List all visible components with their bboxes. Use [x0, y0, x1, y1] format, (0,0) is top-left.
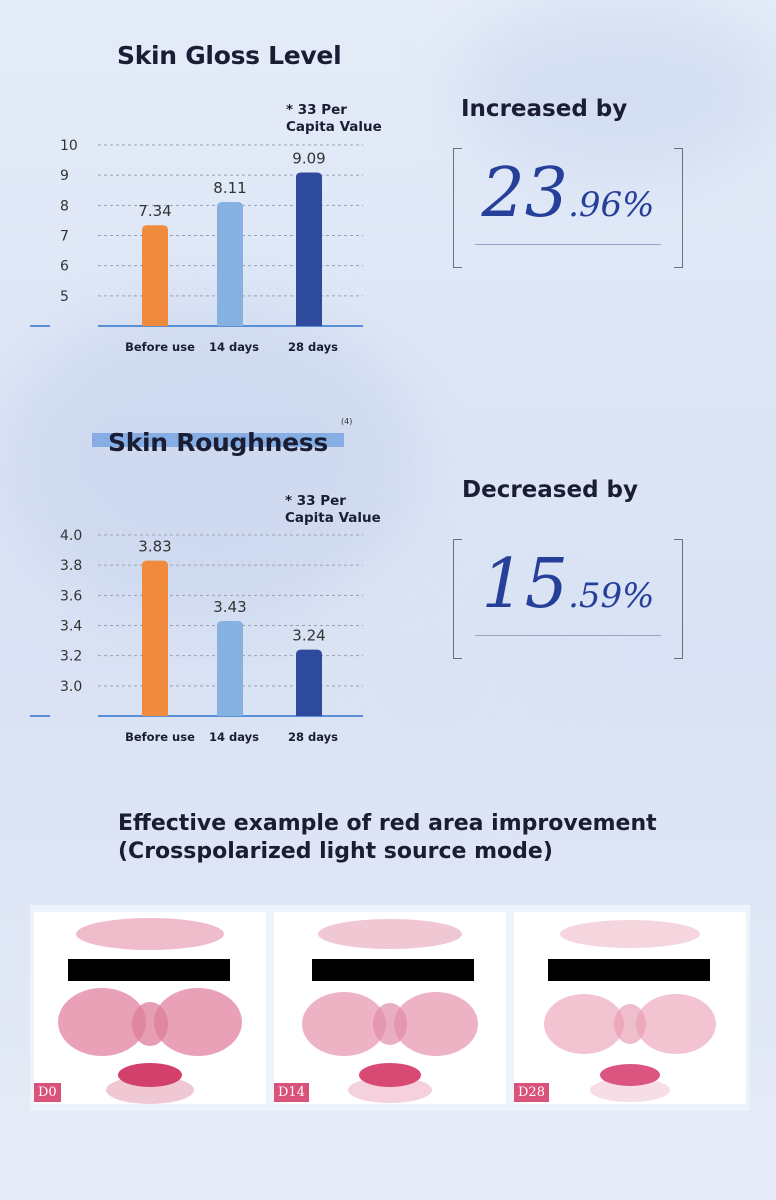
- bar: [142, 225, 168, 326]
- nose-redness: [132, 1002, 168, 1046]
- background-glow: [460, 0, 776, 180]
- face-redness-image: [58, 918, 242, 1104]
- roughness-title-highlight: [92, 433, 344, 447]
- gloss-bar-chart: 10 9 8 7 6 5 7.34 Before use 8.11 14 days 9.09 28 d…: [30, 138, 363, 354]
- forehead-redness: [318, 919, 462, 949]
- data-label: 3.83: [138, 538, 171, 556]
- x-tick-label: 14 days: [209, 730, 259, 744]
- privacy-bar: [68, 959, 230, 981]
- roughness-bar-chart: 4.0 3.8 3.6 3.4 3.2 3.0 3.83 Before use 3.43 14 d…: [30, 528, 363, 744]
- y-tick-label: 8: [60, 198, 69, 214]
- photo-label: D0: [34, 1083, 61, 1102]
- x-tick-label: Before use: [125, 340, 195, 354]
- y-tick-label: 9: [60, 168, 69, 184]
- callout-underline: [475, 635, 661, 636]
- bar: [296, 172, 322, 326]
- privacy-bar: [312, 959, 474, 981]
- forehead-redness: [76, 918, 224, 950]
- gloss-increase-value: 23.96%: [453, 154, 683, 233]
- y-tick-label: 7: [60, 229, 69, 245]
- data-label: 7.34: [138, 202, 171, 220]
- lips: [118, 1063, 182, 1087]
- example-title-line2: (Crosspolarized light source mode): [118, 839, 553, 864]
- right-cheek-redness: [154, 988, 242, 1056]
- gloss-callout-label: Increased by: [461, 96, 628, 122]
- example-title: Effective example of red area improvemen…: [118, 810, 657, 866]
- x-tick-label: 28 days: [288, 340, 338, 354]
- photo-label: D14: [274, 1083, 309, 1102]
- right-cheek-redness: [636, 994, 716, 1054]
- photo-label: D28: [514, 1083, 549, 1102]
- face-photo-d14: D14: [274, 912, 506, 1104]
- y-tick-label: 3.4: [60, 619, 82, 635]
- gloss-callout-box: 23.96%: [453, 148, 683, 268]
- right-bracket: [674, 539, 683, 659]
- right-bracket: [674, 148, 683, 268]
- face-redness-image: [544, 920, 716, 1102]
- roughness-callout-label: Decreased by: [462, 477, 639, 503]
- data-label: 9.09: [292, 149, 325, 167]
- nose-redness: [373, 1003, 407, 1045]
- lips: [359, 1063, 421, 1087]
- bar: [217, 620, 243, 716]
- data-label: 3.43: [213, 598, 246, 616]
- privacy-bar: [548, 959, 710, 981]
- background-glow: [0, 300, 420, 620]
- x-tick-label: 28 days: [288, 730, 338, 744]
- gloss-increase-decimal: .96%: [568, 185, 655, 225]
- y-tick-label: 6: [60, 259, 69, 275]
- chin-redness: [590, 1078, 670, 1102]
- gloss-title: Skin Gloss Level: [117, 41, 342, 70]
- y-tick-label: 3.8: [60, 558, 82, 574]
- y-tick-label: 3.2: [60, 649, 82, 665]
- left-bracket: [453, 539, 462, 659]
- y-tick-label: 3.0: [60, 679, 82, 695]
- left-cheek-redness: [58, 988, 146, 1056]
- left-cheek-redness: [302, 992, 386, 1056]
- roughness-footnote: (4): [341, 417, 353, 426]
- gloss-capita-note: * 33 Per Capita Value: [286, 102, 382, 135]
- face-redness-image: [302, 919, 478, 1103]
- roughness-capita-note: * 33 Per Capita Value: [285, 493, 381, 526]
- face-photo-d0: D0: [34, 912, 266, 1104]
- left-bracket: [453, 148, 462, 268]
- forehead-redness: [560, 920, 700, 948]
- gloss-increase-integer: 23: [481, 154, 569, 233]
- roughness-callout-box: 15.59%: [453, 539, 683, 659]
- roughness-title: Skin Roughness: [108, 428, 328, 457]
- data-label: 3.24: [292, 627, 325, 645]
- roughness-decrease-decimal: .59%: [568, 576, 655, 616]
- x-tick-label: 14 days: [209, 340, 259, 354]
- bar: [217, 202, 243, 326]
- x-tick-label: Before use: [125, 730, 195, 744]
- face-photo-d28: D28: [514, 912, 746, 1104]
- callout-underline: [475, 244, 661, 245]
- y-tick-label: 3.6: [60, 588, 82, 604]
- right-cheek-redness: [394, 992, 478, 1056]
- nose-redness: [614, 1004, 646, 1044]
- data-label: 8.11: [213, 179, 246, 197]
- lips: [600, 1064, 660, 1086]
- bar: [296, 649, 322, 716]
- y-tick-label: 10: [60, 138, 78, 154]
- roughness-decrease-value: 15.59%: [453, 545, 683, 624]
- y-tick-label: 5: [60, 289, 69, 305]
- background-glow: [300, 560, 560, 800]
- bar: [142, 560, 168, 716]
- roughness-decrease-integer: 15: [481, 545, 569, 624]
- left-cheek-redness: [544, 994, 624, 1054]
- y-tick-label: 4.0: [60, 528, 82, 544]
- example-title-line1: Effective example of red area improvemen…: [118, 811, 657, 836]
